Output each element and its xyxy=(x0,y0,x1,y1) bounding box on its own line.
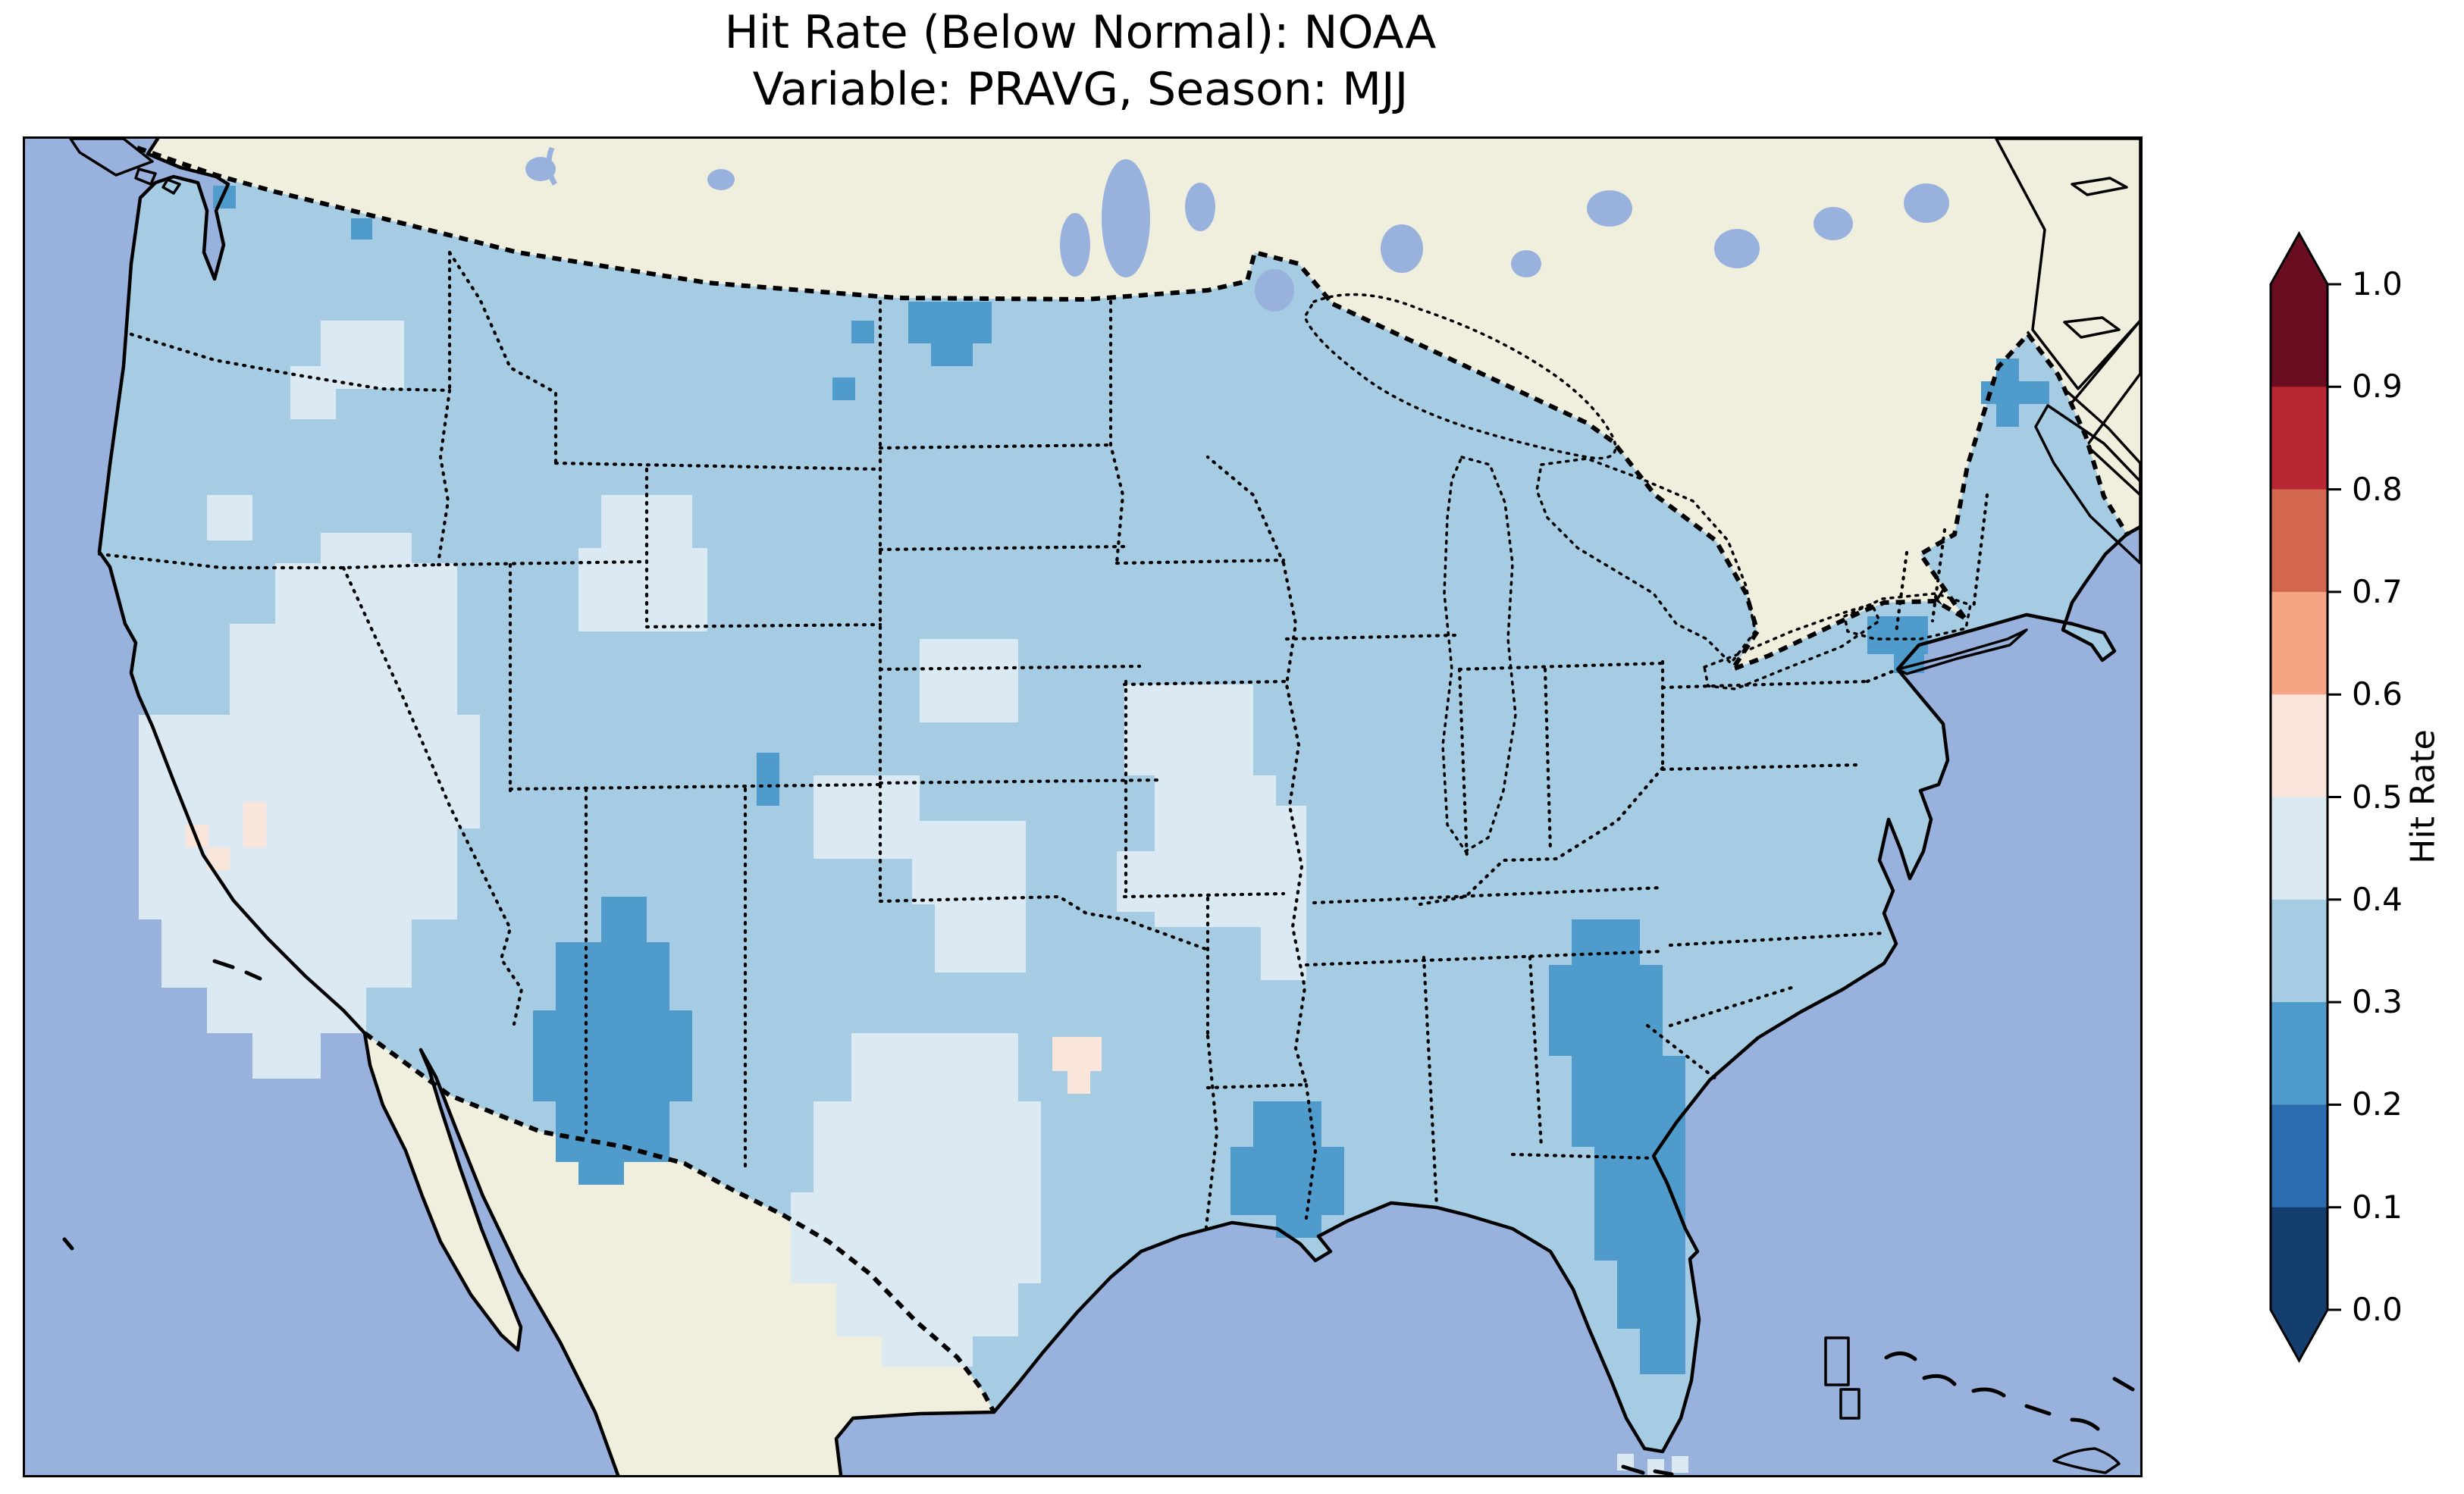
us-mexico-border xyxy=(363,1031,996,1414)
colorbar-tick-0.0: 0.0 xyxy=(2352,1291,2403,1328)
colorbar-bin-7 xyxy=(2271,1002,2328,1105)
colorbar-tick-0.7: 0.7 xyxy=(2352,573,2403,610)
map-svg xyxy=(25,139,2140,1475)
map-panel xyxy=(23,136,2143,1477)
colorbar-tick-0.9: 0.9 xyxy=(2352,368,2403,405)
long-island xyxy=(1896,628,2028,675)
colorbar-bin-3 xyxy=(2271,591,2328,695)
colorbar-bin-0 xyxy=(2271,284,2328,387)
colorbar xyxy=(2269,230,2341,1364)
colorbar-tick-0.4: 0.4 xyxy=(2352,881,2403,918)
colorbar-bin-5 xyxy=(2271,797,2328,900)
great-lakes xyxy=(1303,293,1973,853)
colorbar-tick-0.2: 0.2 xyxy=(2352,1085,2403,1123)
title-line-1: Hit Rate (Below Normal): NOAA xyxy=(724,6,1437,59)
lake-ontario xyxy=(1843,592,1973,641)
lake-superior xyxy=(1303,293,1617,460)
canada-lakes xyxy=(525,146,1949,312)
cuba xyxy=(2052,1447,2121,1474)
nova-scotia xyxy=(2034,404,2140,565)
colorbar-arrow-up xyxy=(2271,233,2328,284)
lake-erie xyxy=(1702,602,1882,691)
vancouver-island xyxy=(69,139,181,195)
colorbar-bin-2 xyxy=(2271,489,2328,593)
colorbar-bin-4 xyxy=(2271,694,2328,797)
colorbar-tick-1.0: 1.0 xyxy=(2352,265,2403,302)
colorbar-segments xyxy=(2271,284,2328,1311)
figure-title: Hit Rate (Below Normal): NOAA Variable: … xyxy=(0,5,2161,118)
lake-michigan xyxy=(1441,455,1517,853)
colorbar-tick-0.6: 0.6 xyxy=(2352,675,2403,713)
anticosti-island xyxy=(2071,177,2128,196)
colorbar-tick-0.5: 0.5 xyxy=(2352,778,2403,816)
colorbar-bin-6 xyxy=(2271,899,2328,1003)
state-borders xyxy=(97,250,1989,1229)
colorbar-arrow-down xyxy=(2271,1310,2328,1361)
colorbar-tick-0.8: 0.8 xyxy=(2352,471,2403,508)
hitrate-cells-0.4-0.5 xyxy=(139,321,1688,1475)
colorbar-ticks xyxy=(2328,283,2341,1311)
title-line-2: Variable: PRAVG, Season: MJJ xyxy=(752,63,1409,116)
colorbar-tick-0.1: 0.1 xyxy=(2352,1189,2403,1226)
coastline xyxy=(97,139,2140,1475)
prince-edward-island xyxy=(2063,316,2121,339)
colorbar-bin-9 xyxy=(2271,1207,2328,1311)
caribbean-islands xyxy=(62,959,2135,1475)
country-borders xyxy=(136,146,2130,1414)
colorbar-axis-label: Hit Rate xyxy=(2403,729,2443,864)
colorbar-tick-0.3: 0.3 xyxy=(2352,983,2403,1020)
hitrate-cells-0.2-0.3 xyxy=(213,186,2049,1374)
colorbar-bin-1 xyxy=(2271,387,2328,490)
colorbar-bin-8 xyxy=(2271,1104,2328,1208)
maritime-canada xyxy=(2034,177,2140,565)
